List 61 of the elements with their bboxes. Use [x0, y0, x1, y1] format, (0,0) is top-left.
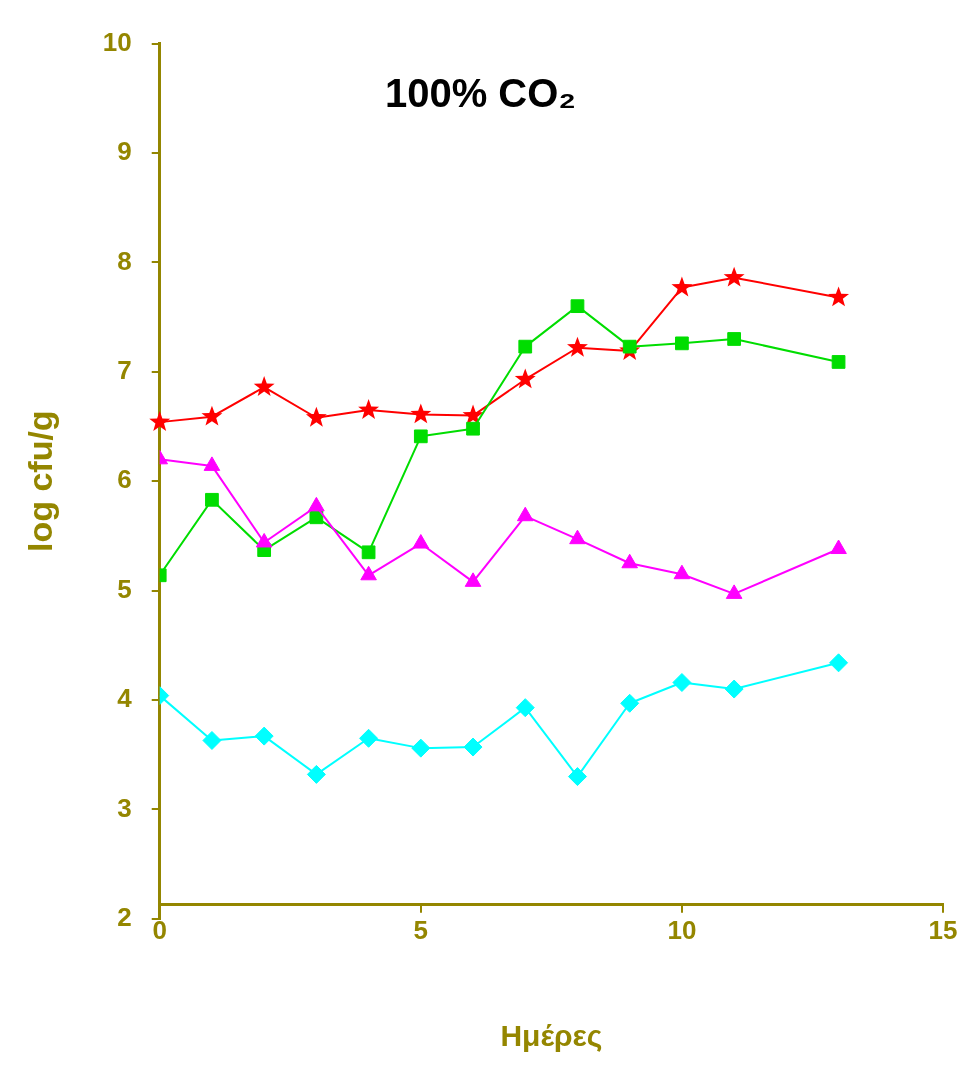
point — [360, 565, 377, 581]
point — [205, 492, 219, 507]
point — [673, 564, 691, 580]
point — [201, 405, 223, 426]
y-tick-label: 7 — [117, 354, 132, 385]
point — [828, 286, 850, 307]
point — [671, 276, 693, 297]
point — [672, 673, 692, 692]
point — [254, 726, 274, 746]
point — [830, 539, 847, 555]
point — [253, 376, 275, 397]
point — [305, 406, 327, 427]
y-tick-label: 9 — [117, 136, 132, 167]
point — [724, 679, 744, 699]
point — [149, 411, 171, 432]
point — [359, 728, 379, 748]
point — [514, 368, 536, 389]
point — [725, 584, 743, 599]
y-tick-label: 6 — [117, 464, 132, 495]
x-tick-label: 15 — [928, 914, 958, 945]
point — [723, 266, 745, 287]
x-tick-label: 0 — [152, 914, 167, 945]
point — [410, 403, 432, 424]
point — [255, 532, 273, 548]
point — [515, 698, 535, 718]
point — [621, 553, 638, 569]
text: 100% CO₂ — [384, 70, 577, 115]
point — [727, 332, 741, 346]
y-tick-label: 10 — [102, 26, 132, 57]
point — [567, 336, 588, 357]
y-tick-label: 8 — [117, 245, 132, 276]
point — [306, 764, 326, 784]
point — [361, 545, 376, 560]
point — [516, 506, 534, 522]
point — [829, 653, 849, 673]
point — [358, 399, 380, 419]
point — [411, 738, 431, 758]
y-tick-label: 3 — [117, 792, 132, 823]
point — [413, 429, 428, 444]
y-axis-title: log cfu/g — [20, 410, 59, 553]
point — [463, 737, 483, 757]
x-tick-label: 5 — [413, 914, 429, 945]
y-tick-label: 4 — [117, 683, 133, 714]
point — [831, 355, 846, 369]
point — [412, 534, 430, 549]
point — [569, 529, 586, 545]
point — [567, 767, 587, 787]
point — [570, 299, 585, 314]
point — [202, 730, 222, 750]
y-tick-label: 5 — [117, 573, 132, 604]
point — [462, 404, 484, 425]
y-tick-label: 2 — [117, 901, 132, 932]
x-tick-label: 10 — [667, 914, 697, 945]
point — [620, 693, 640, 713]
point — [518, 339, 533, 354]
point — [308, 496, 325, 512]
point — [466, 421, 480, 436]
point — [675, 336, 689, 351]
point — [203, 456, 221, 471]
point — [464, 572, 482, 587]
x-axis-title: Ημέρες — [500, 1019, 603, 1053]
